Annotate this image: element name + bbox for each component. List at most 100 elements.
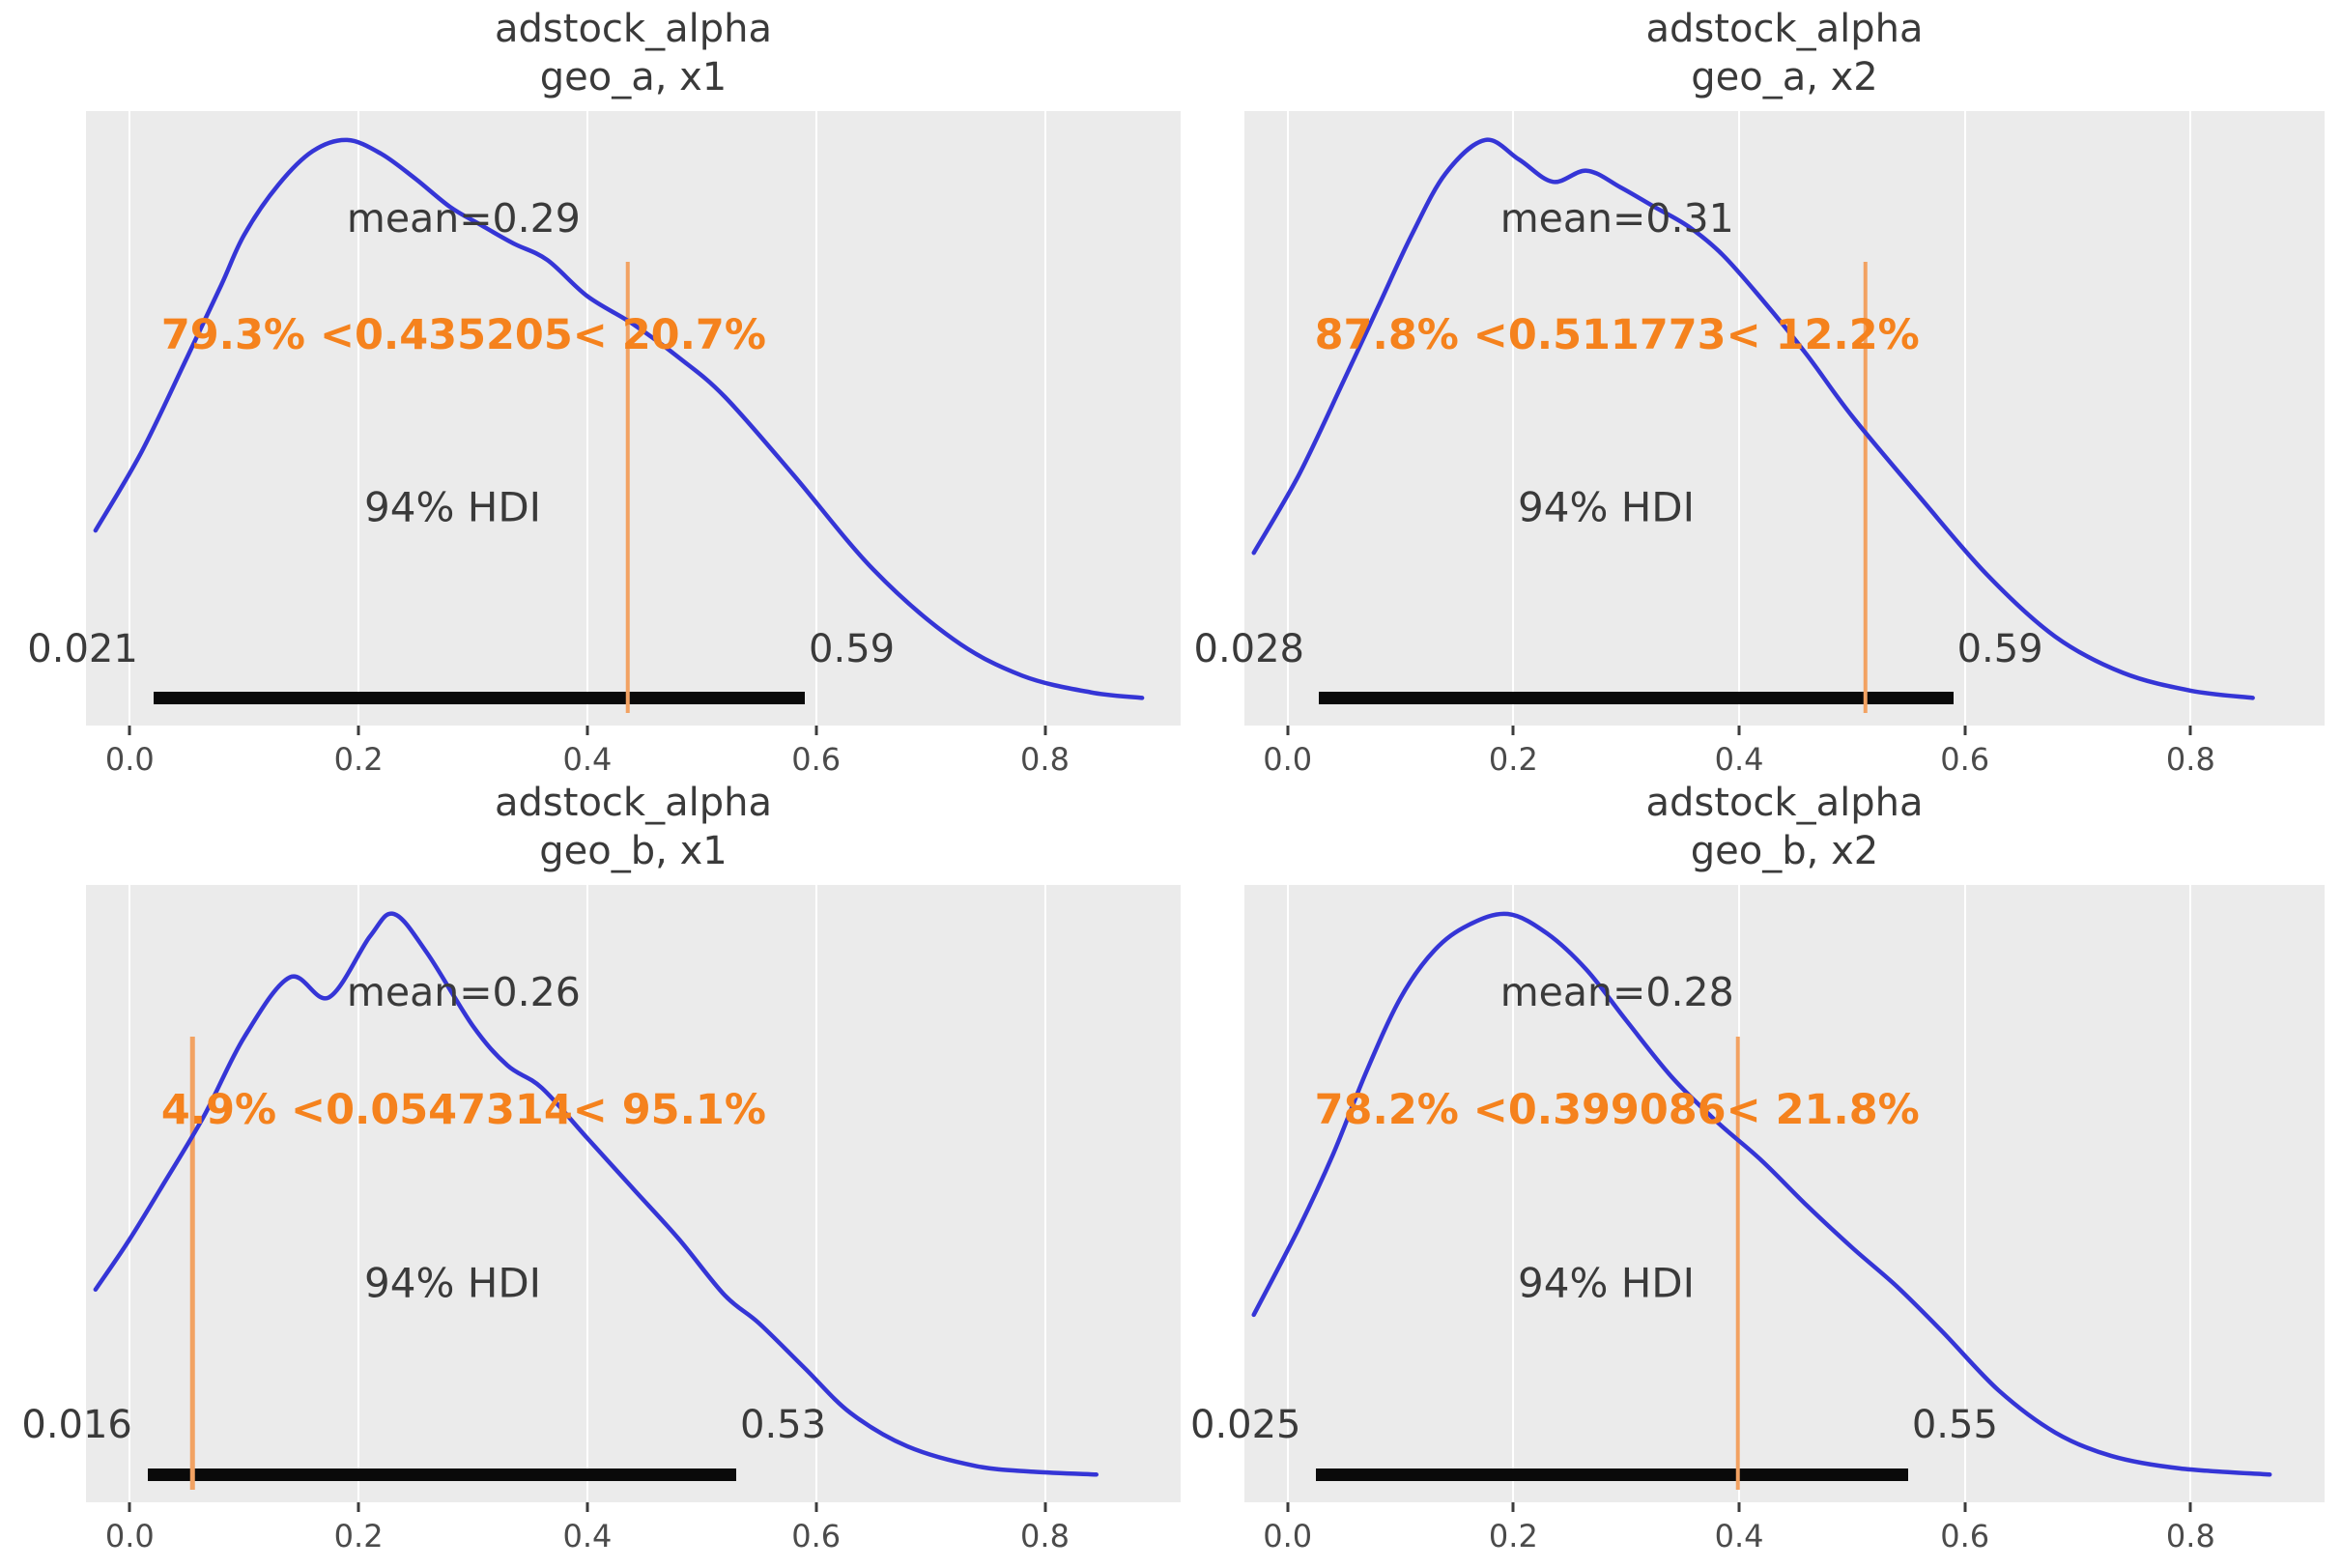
x-tick-mark [1963, 726, 1967, 735]
x-gridline [585, 885, 588, 1502]
x-tick-mark [585, 1502, 589, 1512]
x-gridline [1512, 885, 1515, 1502]
plot-area [86, 885, 1181, 1502]
x-tick-label: 0.0 [104, 1518, 155, 1554]
kde-curve [1244, 111, 2325, 726]
x-gridline [357, 885, 360, 1502]
hdi-interval-bar [1319, 692, 1954, 705]
subplot-geo-a-x1: adstock_alpha geo_a, x1 mean=0.29 79.3% … [27, 7, 1181, 778]
hdi-lower-bound: 0.025 [1189, 1403, 1301, 1448]
x-tick-mark [814, 726, 818, 735]
x-gridline [814, 111, 817, 726]
subplot-geo-b-x2: adstock_alpha geo_b, x2 mean=0.28 78.2% … [1190, 781, 2325, 1554]
mean-label: mean=0.26 [346, 969, 581, 1016]
hdi-upper-bound: 0.59 [809, 626, 896, 671]
title-parameter: adstock_alpha [495, 7, 772, 51]
x-tick-label: 0.2 [1488, 741, 1538, 778]
x-tick-label: 0.2 [333, 741, 384, 778]
x-tick-label: 0.4 [1714, 1518, 1764, 1554]
x-tick-mark [1511, 1502, 1515, 1512]
x-gridline [2189, 111, 2192, 726]
title-coords: geo_b, x1 [539, 829, 728, 873]
kde-curve [86, 885, 1181, 1502]
hdi-upper-bound: 0.59 [1956, 626, 2043, 671]
x-gridline [357, 111, 360, 726]
reference-value-line [625, 261, 630, 714]
mean-label: mean=0.28 [1499, 969, 1734, 1016]
reference-value-text: 79.3% <0.435205< 20.7% [160, 311, 766, 360]
title-coords: geo_a, x1 [539, 55, 728, 100]
reference-value-text: 4.9% <0.0547314< 95.1% [160, 1086, 766, 1135]
title-coords: geo_b, x2 [1690, 829, 1879, 873]
x-gridline [585, 111, 588, 726]
x-gridline [1963, 111, 1966, 726]
reference-value-text: 78.2% <0.399086< 21.8% [1314, 1086, 1920, 1135]
hdi-upper-bound: 0.55 [1911, 1403, 1998, 1448]
kde-curve [86, 111, 1181, 726]
x-tick-label: 0.6 [791, 741, 842, 778]
reference-value-line [189, 1036, 195, 1491]
x-gridline [2189, 885, 2192, 1502]
title-parameter: adstock_alpha [1645, 781, 1924, 825]
subplot-title: adstock_alpha geo_b, x1 [86, 779, 1181, 875]
subplot-title: adstock_alpha geo_b, x2 [1244, 779, 2325, 875]
x-tick-mark [585, 726, 589, 735]
x-tick-label: 0.2 [1488, 1518, 1538, 1554]
x-tick-label: 0.8 [1020, 741, 1070, 778]
x-tick-mark [1286, 726, 1290, 735]
x-tick-mark [1286, 1502, 1290, 1512]
x-tick-mark [1043, 726, 1046, 735]
x-gridline [1286, 111, 1289, 726]
title-parameter: adstock_alpha [1645, 7, 1924, 51]
x-gridline [1963, 885, 1966, 1502]
hdi-label: 94% HDI [1518, 1259, 1696, 1307]
x-tick-label: 0.6 [1940, 1518, 1990, 1554]
subplot-geo-b-x1: adstock_alpha geo_b, x1 mean=0.26 4.9% <… [21, 781, 1181, 1554]
hdi-interval-bar [154, 692, 805, 705]
plot-area [1244, 885, 2325, 1502]
x-tick-mark [1511, 726, 1515, 735]
x-tick-mark [2188, 1502, 2192, 1512]
x-gridline [1286, 885, 1289, 1502]
x-gridline [1512, 111, 1515, 726]
x-tick-label: 0.8 [1020, 1518, 1070, 1554]
x-tick-label: 0.8 [2165, 1518, 2215, 1554]
title-coords: geo_a, x2 [1691, 55, 1878, 100]
subplot-title: adstock_alpha geo_a, x1 [86, 5, 1181, 101]
hdi-lower-bound: 0.016 [21, 1403, 132, 1448]
x-tick-label: 0.0 [1263, 741, 1313, 778]
x-tick-mark [1043, 1502, 1046, 1512]
x-tick-mark [357, 1502, 360, 1512]
reference-value-text: 87.8% <0.511773< 12.2% [1314, 311, 1920, 360]
subplot-title: adstock_alpha geo_a, x2 [1244, 5, 2325, 101]
hdi-lower-bound: 0.021 [27, 626, 138, 671]
hdi-interval-bar [148, 1468, 736, 1481]
title-parameter: adstock_alpha [495, 781, 772, 825]
kde-curve [1244, 885, 2325, 1502]
x-tick-mark [128, 1502, 131, 1512]
x-tick-mark [1963, 1502, 1967, 1512]
x-tick-label: 0.4 [1714, 741, 1764, 778]
x-tick-label: 0.4 [562, 741, 613, 778]
hdi-upper-bound: 0.53 [740, 1403, 827, 1448]
reference-value-line [1735, 1036, 1741, 1491]
x-tick-label: 0.8 [2165, 741, 2215, 778]
x-tick-label: 0.0 [104, 741, 155, 778]
x-tick-mark [128, 726, 131, 735]
x-tick-label: 0.0 [1263, 1518, 1313, 1554]
x-tick-label: 0.6 [791, 1518, 842, 1554]
x-tick-mark [814, 1502, 818, 1512]
mean-label: mean=0.29 [346, 194, 581, 242]
x-gridline [128, 111, 131, 726]
x-tick-mark [357, 726, 360, 735]
x-gridline [1043, 885, 1046, 1502]
x-tick-label: 0.2 [333, 1518, 384, 1554]
hdi-label: 94% HDI [1518, 483, 1696, 531]
x-tick-mark [1737, 1502, 1741, 1512]
mean-label: mean=0.31 [1499, 194, 1734, 242]
x-gridline [128, 885, 131, 1502]
x-tick-mark [2188, 726, 2192, 735]
x-gridline [1738, 111, 1741, 726]
x-tick-label: 0.6 [1940, 741, 1990, 778]
